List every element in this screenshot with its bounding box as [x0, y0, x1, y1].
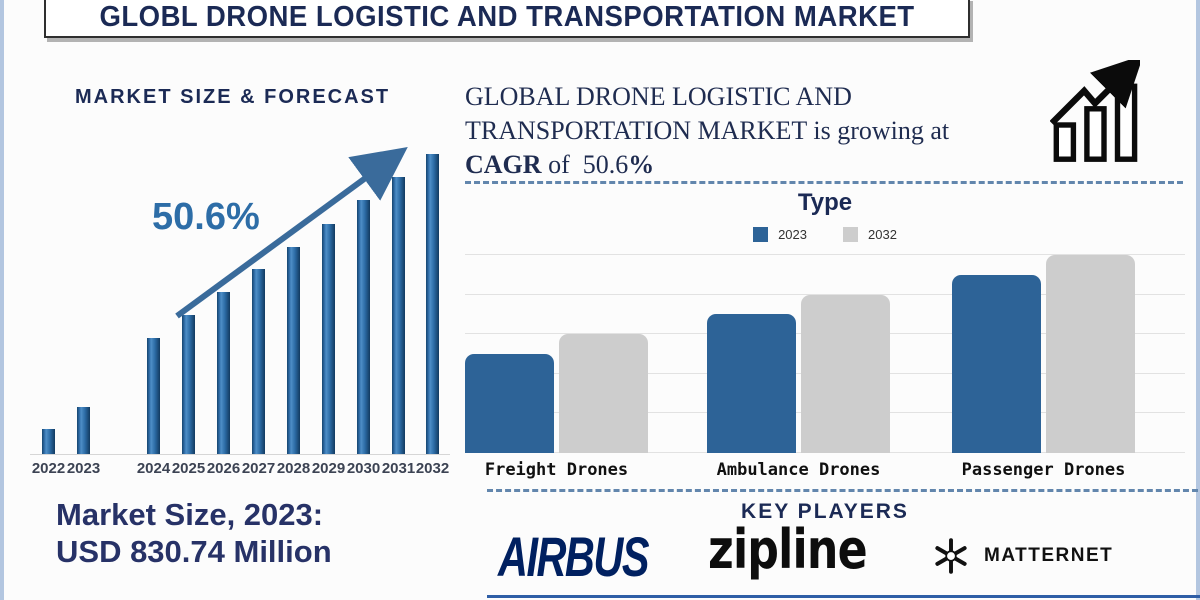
bar-chart-growth-icon — [1050, 60, 1140, 162]
logo-zipline: zipline — [708, 518, 868, 581]
cagr-word: CAGR — [465, 150, 542, 179]
of-word: of — [548, 150, 570, 179]
type-chart-title: Type — [797, 189, 853, 216]
market-size-callout: Market Size, 2023: USD 830.74 Million — [56, 496, 332, 570]
type-chart-gridline — [465, 254, 1185, 255]
forecast-year-label-2028: 2028 — [276, 460, 311, 477]
logo-matternet-text: MATTERNET — [984, 545, 1114, 566]
forecast-year-label-2026: 2026 — [206, 460, 241, 477]
forecast-year-label-2023: 2023 — [66, 460, 101, 477]
market-size-label: Market Size, 2023: — [56, 497, 324, 532]
logo-matternet: MATTERNET — [930, 535, 1113, 577]
type-chart-gridline — [465, 294, 1185, 295]
type-chart-legend: 2023 2032 — [465, 227, 1185, 242]
forecast-bar-2024 — [147, 338, 160, 454]
logo-airbus: AIRBUS — [498, 525, 649, 588]
growth-statement: GLOBAL DRONE LOGISTIC AND TRANSPORTATION… — [465, 80, 1065, 182]
type-bar-ambulance-drones-2023 — [707, 314, 796, 453]
growth-statement-line3: CAGR of 50.6% — [465, 148, 1065, 182]
forecast-bar-2022 — [42, 429, 55, 454]
forecast-year-label-2032: 2032 — [415, 460, 450, 477]
type-bar-freight-drones-2032 — [559, 334, 648, 453]
type-category-label-freight-drones: Freight Drones — [484, 460, 629, 480]
type-category-label-passenger-drones: Passenger Drones — [961, 460, 1126, 480]
type-chart: Freight Drones Ambulance Drones Passenger … — [465, 254, 1185, 480]
type-category-label-ambulance-drones: Ambulance Drones — [716, 460, 881, 480]
forecast-bar-2030 — [357, 200, 370, 454]
matternet-knot-icon — [935, 538, 967, 574]
forecast-bar-2031 — [392, 177, 405, 454]
growth-statement-line1: GLOBAL DRONE LOGISTIC AND — [465, 82, 852, 111]
forecast-year-label-2029: 2029 — [311, 460, 346, 477]
forecast-bar-2029 — [322, 224, 335, 454]
forecast-year-label-2025: 2025 — [171, 460, 206, 477]
type-bar-passenger-drones-2023 — [952, 275, 1041, 453]
percent-sign: % — [628, 150, 655, 179]
forecast-year-label-2031: 2031 — [381, 460, 416, 477]
forecast-axis-line — [30, 454, 450, 455]
forecast-bar-2032 — [426, 154, 439, 454]
legend-item-2032: 2032 — [843, 227, 897, 242]
forecast-bar-2026 — [217, 292, 230, 454]
forecast-heading: MARKET SIZE & FORECAST — [75, 86, 391, 108]
type-bar-freight-drones-2023 — [465, 354, 554, 453]
divider-dashed-bottom — [487, 489, 1198, 492]
divider-dashed-top — [465, 181, 1183, 184]
forecast-bar-2027 — [252, 269, 265, 454]
title-box: GLOBL DRONE LOGISTIC AND TRANSPORTATION … — [44, 0, 970, 38]
left-border-strip — [0, 0, 4, 600]
legend-swatch-2032 — [843, 227, 858, 242]
forecast-year-label-2027: 2027 — [241, 460, 276, 477]
forecast-year-label-2030: 2030 — [346, 460, 381, 477]
type-bar-passenger-drones-2032 — [1046, 255, 1135, 453]
forecast-year-label-2024: 2024 — [136, 460, 171, 477]
page-title: GLOBL DRONE LOGISTIC AND TRANSPORTATION … — [99, 1, 915, 33]
forecast-chart: 2022 2023 2024 2025 2026 2027 2028 2029 2030 2031… — [30, 147, 450, 477]
legend-label-2023: 2023 — [778, 227, 807, 242]
forecast-bar-2028 — [287, 247, 300, 454]
forecast-bar-2023 — [77, 407, 90, 454]
market-size-value: USD 830.74 Million — [56, 534, 332, 569]
legend-item-2023: 2023 — [753, 227, 807, 242]
type-bar-ambulance-drones-2032 — [801, 295, 890, 453]
growth-statement-line2: TRANSPORTATION MARKET is growing at — [465, 116, 950, 145]
right-border-strip — [1196, 0, 1200, 600]
legend-swatch-2023 — [753, 227, 769, 242]
trend-arrow — [175, 147, 408, 319]
cagr-annotation: 50.6% — [152, 196, 260, 238]
bottom-accent-line — [487, 595, 1200, 598]
cagr-value: 50.6 — [582, 150, 629, 179]
key-players-heading: KEY PLAYERS — [741, 500, 909, 523]
forecast-year-label-2022: 2022 — [31, 460, 66, 477]
legend-label-2032: 2032 — [868, 227, 897, 242]
forecast-bar-2025 — [182, 315, 195, 454]
